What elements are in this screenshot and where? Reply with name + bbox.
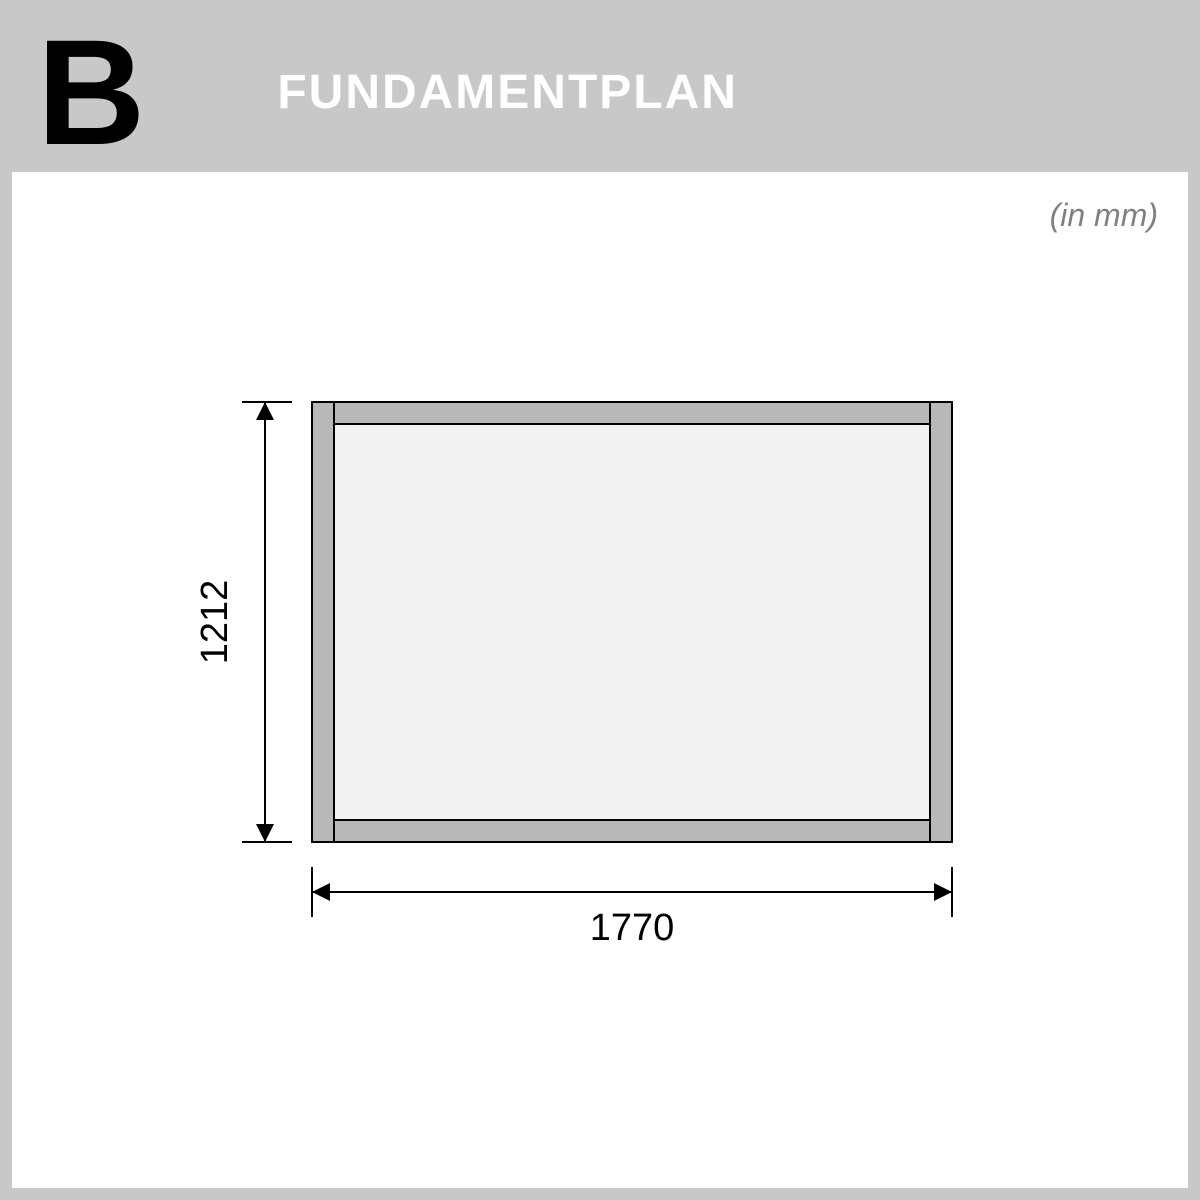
section-letter: B (37, 17, 137, 167)
page-title: FUNDAMENTPLAN (277, 65, 738, 120)
dim-h-arrow-right-icon (934, 883, 952, 901)
dimension-width-label: 1770 (590, 907, 675, 949)
dimension-horizontal: 1770 (312, 867, 952, 949)
dim-v-arrow-top-icon (256, 402, 274, 420)
foundation-inner-rect (334, 424, 930, 820)
drawing-canvas: 1212 1770 (12, 172, 1188, 1188)
dimension-vertical: 1212 (194, 402, 292, 842)
dim-h-arrow-left-icon (312, 883, 330, 901)
dim-v-arrow-bottom-icon (256, 824, 274, 842)
dimension-height-label: 1212 (194, 580, 236, 665)
foundation-plan-svg: 1212 1770 (12, 172, 1188, 1188)
page-container: B FUNDAMENTPLAN (in mm) 1212 (0, 0, 1200, 1200)
header-bar: B FUNDAMENTPLAN (12, 12, 1188, 172)
